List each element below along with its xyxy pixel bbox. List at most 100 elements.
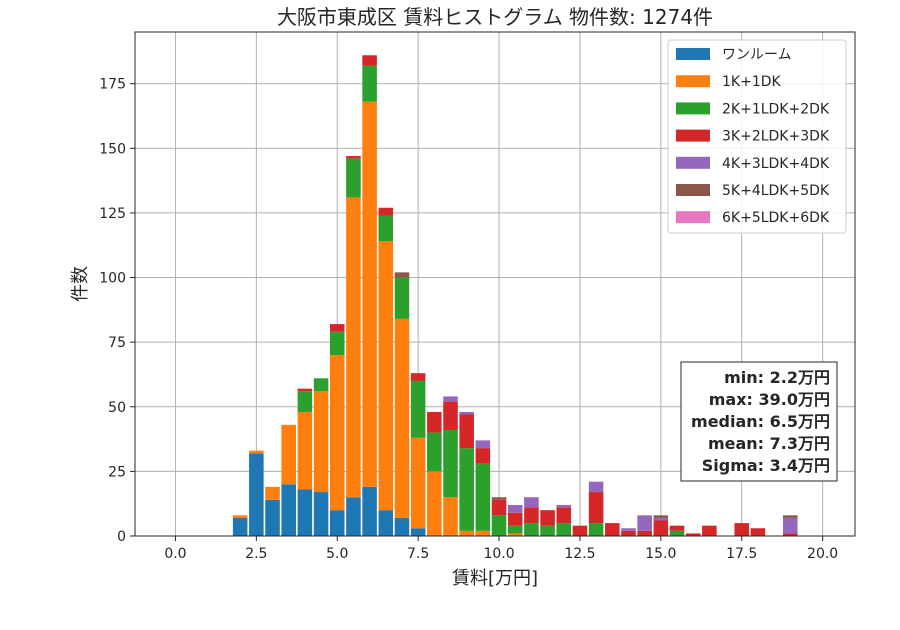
histogram-bar-segment — [524, 523, 539, 536]
histogram-bar-segment — [362, 101, 377, 487]
histogram-bar-segment — [588, 492, 604, 524]
histogram-bar-segment — [232, 517, 248, 536]
histogram-bar-segment — [378, 241, 394, 511]
legend-swatch — [676, 75, 710, 88]
stats-line: mean: 7.3万円 — [708, 434, 830, 453]
histogram-bar-segment — [297, 411, 313, 490]
histogram-bar-segment — [572, 525, 588, 536]
x-tick-label: 0.0 — [164, 546, 186, 562]
y-tick-label: 150 — [99, 141, 126, 157]
y-tick-label: 75 — [108, 335, 126, 351]
y-tick-label: 50 — [108, 400, 126, 416]
histogram-bar-segment — [540, 525, 555, 536]
y-tick-label: 125 — [99, 206, 126, 222]
histogram-bar-segment — [524, 507, 539, 524]
histogram-bar-segment — [734, 523, 750, 536]
histogram-bar-segment — [637, 515, 652, 531]
histogram-bar-segment — [297, 391, 313, 412]
histogram-bar-segment — [329, 331, 345, 356]
legend-label: 1K+1DK — [722, 74, 782, 90]
histogram-bar-segment — [605, 523, 620, 536]
histogram-bar-segment — [443, 497, 458, 536]
histogram-bar-segment — [346, 156, 361, 159]
chart-title: 大阪市東成区 賃料ヒストグラム 物件数: 1274件 — [277, 5, 713, 29]
histogram-bar-segment — [394, 272, 410, 278]
plot-frame — [134, 31, 856, 537]
legend-swatch — [676, 129, 710, 142]
histogram-bar-segment — [394, 517, 410, 536]
histogram-bar-segment — [346, 497, 361, 536]
histogram-bar-segment — [410, 380, 426, 438]
legend-label: ワンルーム — [722, 47, 792, 63]
histogram-bar-segment — [507, 512, 523, 526]
legend-label: 6K+5LDK+6DK — [722, 210, 830, 226]
x-tick-label: 2.5 — [245, 546, 267, 562]
histogram-bar-segment — [524, 497, 539, 508]
stats-frame — [680, 361, 838, 482]
histogram-bar-segment — [265, 499, 280, 536]
histogram-bar-segment — [427, 432, 442, 472]
histogram-bar-segment — [249, 450, 264, 454]
histogram-bar-segment — [329, 510, 345, 536]
histogram-bar-segment — [410, 373, 426, 381]
legend-swatch — [676, 102, 710, 115]
histogram-bar-segment — [475, 448, 491, 464]
histogram-bar-segment — [443, 401, 458, 431]
histogram-bar-segment — [783, 533, 798, 536]
histogram-bar-segment — [313, 391, 329, 493]
histogram-bar-segment — [297, 489, 313, 536]
y-tick-label: 175 — [99, 77, 126, 93]
histogram-bar-segment — [249, 453, 264, 536]
histogram-bar-segment — [507, 533, 523, 536]
histogram-bar-segment — [459, 530, 474, 536]
histogram-bar-segment — [669, 525, 685, 531]
x-tick-label: 10.0 — [483, 546, 514, 562]
stats-line: median: 6.5万円 — [691, 412, 830, 431]
histogram-bar-segment — [410, 528, 426, 536]
histogram-bar-segment — [637, 530, 652, 536]
histogram-bar-segment — [281, 484, 296, 536]
histogram-bar-segment — [313, 378, 329, 392]
x-tick-label: 20.0 — [807, 546, 838, 562]
y-tick-label: 25 — [108, 464, 126, 480]
axis-ticks: 0.0 2.5 5.0 7.5 10.0 12.5 15.0 17.5 20.0 0 25 50 75 1… — [99, 77, 838, 562]
histogram-bar-segment — [491, 497, 507, 500]
y-axis-label: 件数 — [70, 266, 91, 302]
histogram-bar-segment — [491, 499, 507, 516]
histogram-bar-segment — [783, 515, 798, 518]
legend-label: 2K+1LDK+2DK — [722, 101, 830, 117]
histogram-bar-segment — [265, 486, 280, 500]
histogram-bar-segment — [459, 414, 474, 449]
y-tick-label: 100 — [99, 271, 126, 287]
histogram-bar-segment — [685, 533, 701, 536]
histogram-bar-segment — [783, 517, 798, 534]
histogram-bar-segment — [459, 411, 474, 415]
histogram-bar-segment — [394, 318, 410, 518]
histogram-bar-segment — [669, 530, 685, 536]
histogram-bar-segment — [475, 440, 491, 449]
histogram-bar-segment — [410, 437, 426, 529]
histogram-bar-segment — [362, 65, 377, 102]
histogram-bar-segment — [313, 492, 329, 536]
histogram-bar-segment — [588, 481, 604, 493]
histogram-bar-segment — [556, 507, 572, 524]
histogram-bar-segment — [621, 530, 636, 536]
legend-swatch — [676, 156, 710, 169]
histogram-bar-segment — [297, 388, 313, 392]
histogram-bar-segment — [653, 515, 669, 518]
histogram-bar-segment — [491, 515, 507, 536]
x-tick-label: 12.5 — [564, 546, 595, 562]
histogram-bar-segment — [346, 197, 361, 498]
histogram-bar-segment — [653, 517, 669, 521]
x-tick-label: 7.5 — [407, 546, 429, 562]
bars-group — [232, 55, 798, 536]
histogram-bar-segment — [702, 525, 717, 536]
histogram-bar-segment — [232, 515, 248, 518]
legend-swatch — [676, 48, 710, 60]
histogram-bar-segment — [621, 528, 636, 531]
stats-line: max: 39.0万円 — [709, 390, 830, 409]
stats-box: min: 2.2万円 max: 39.0万円 median: 6.5万円 mean: … — [680, 361, 838, 482]
histogram-bar-segment — [427, 411, 442, 433]
histogram-bar-segment — [427, 471, 442, 536]
